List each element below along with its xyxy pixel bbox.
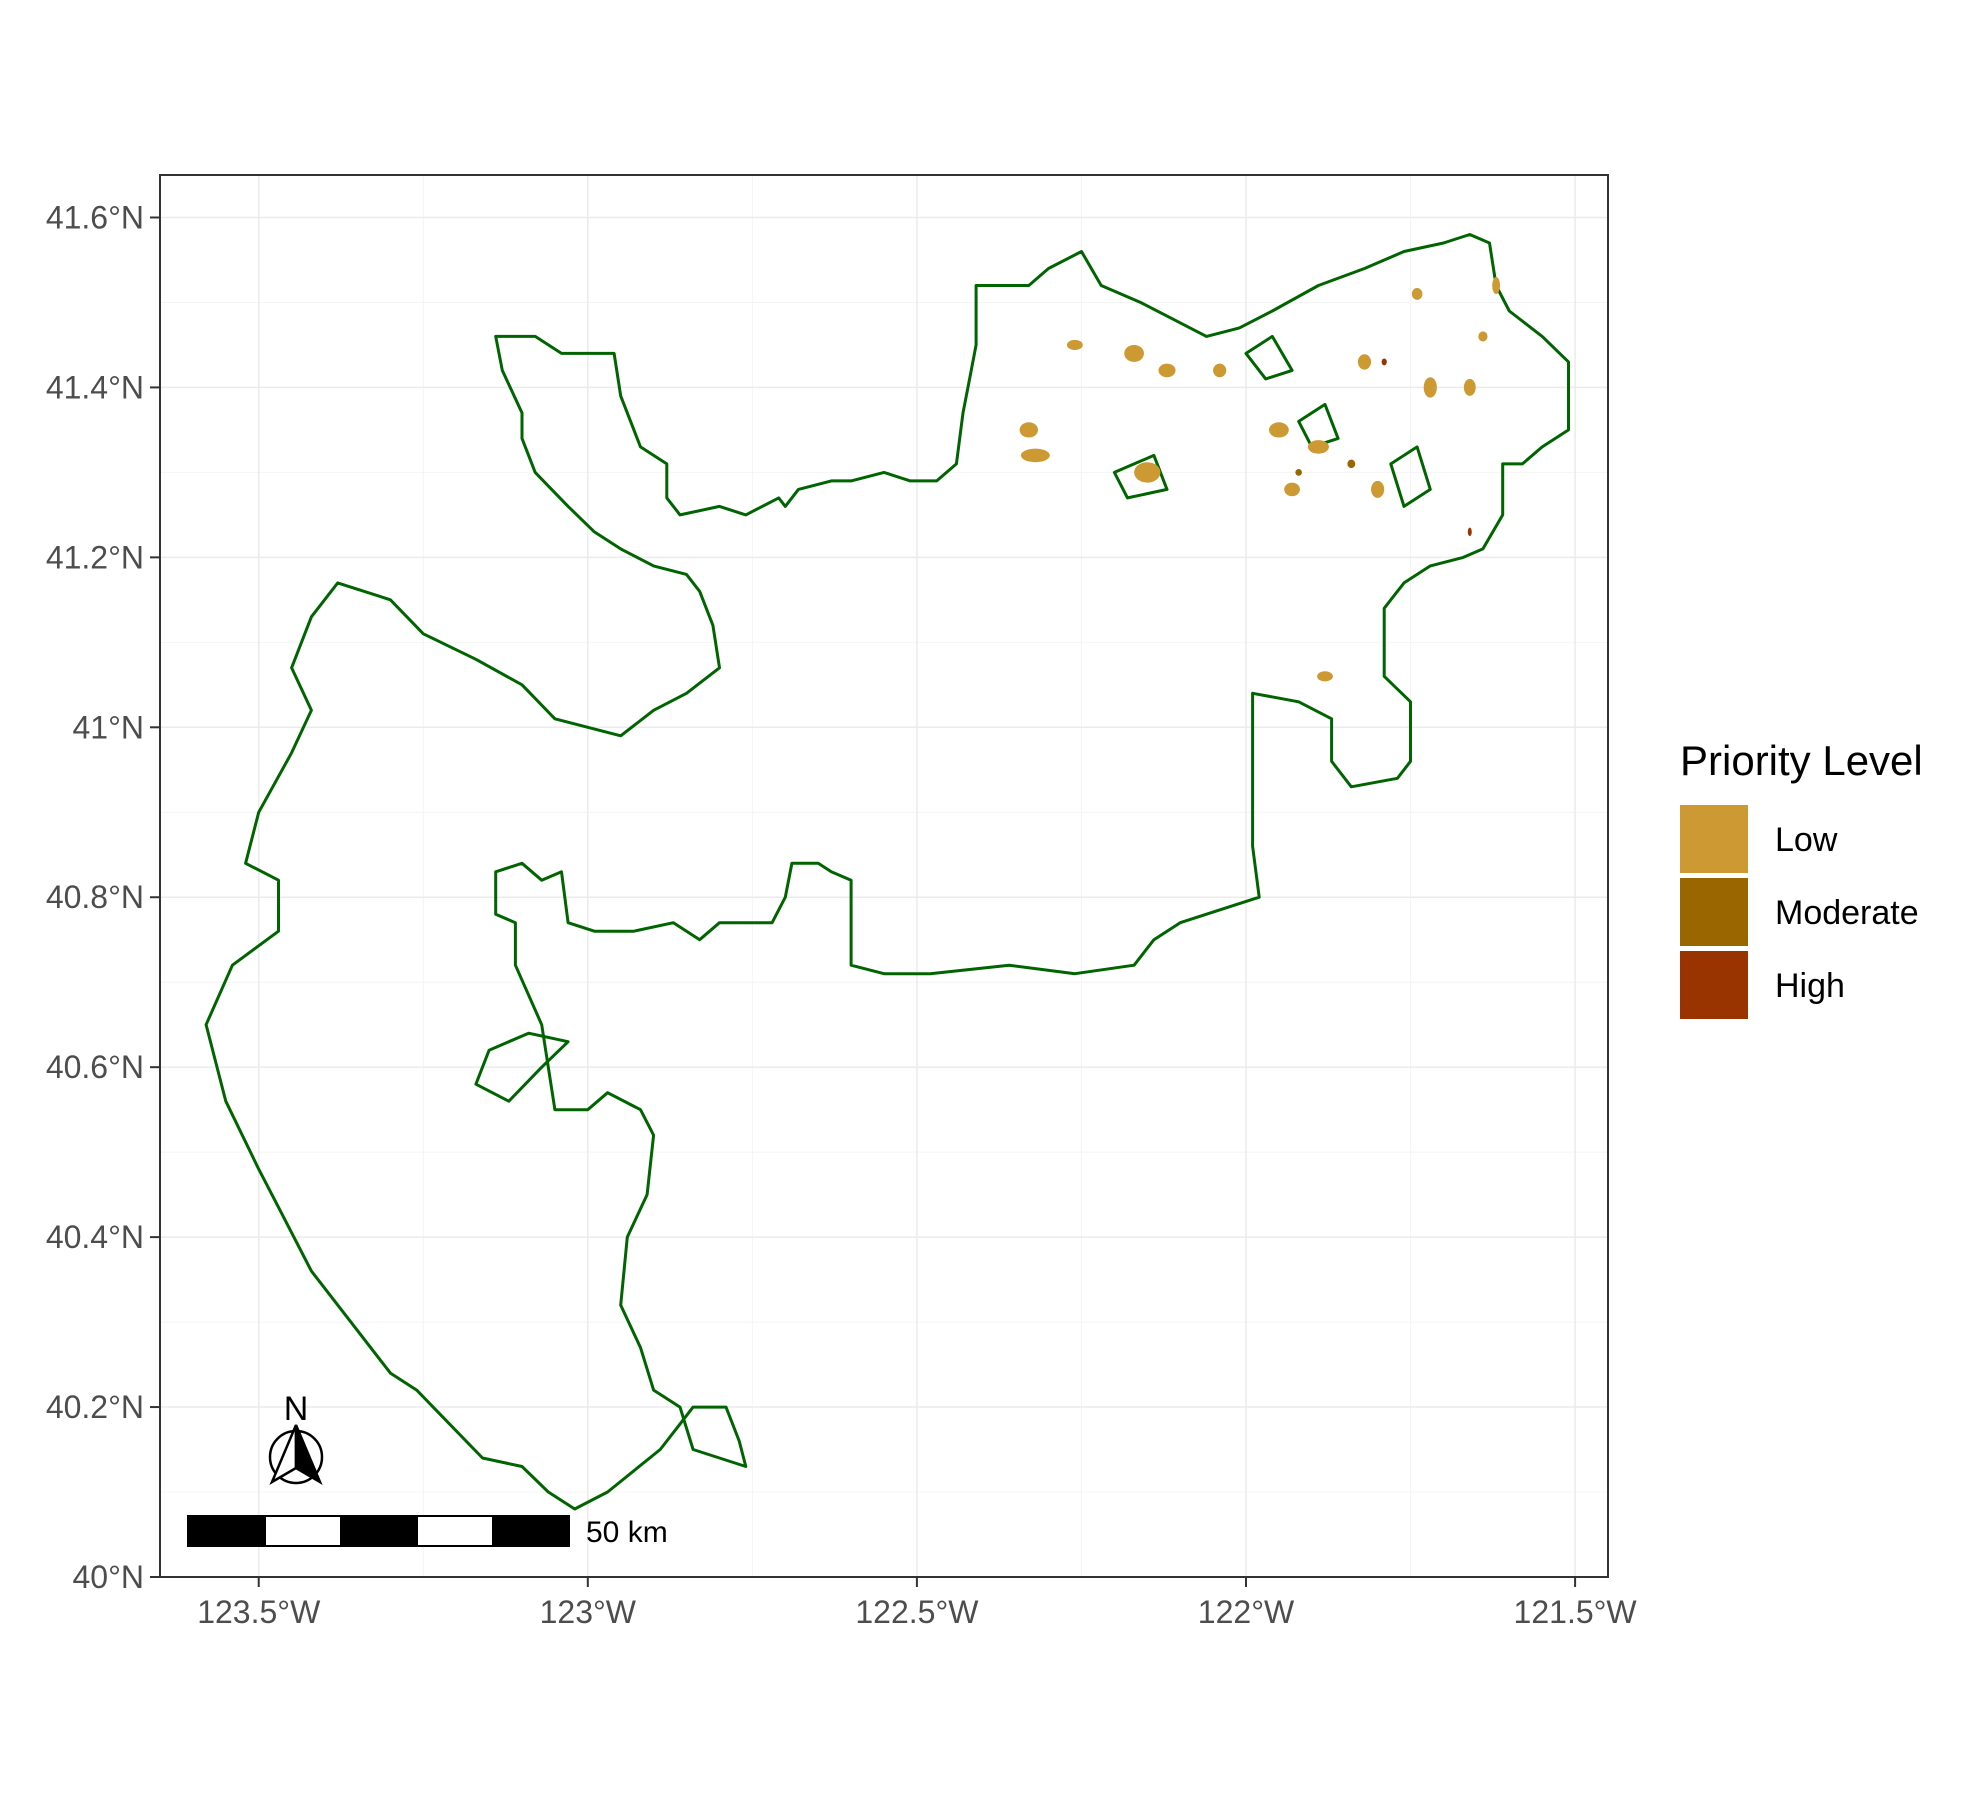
scale-bar-segment-1: [187, 1515, 266, 1547]
scale-bar: 50 km: [187, 1515, 668, 1549]
legend-key-low: [1680, 805, 1748, 873]
scale-bar-segment-3: [340, 1515, 418, 1547]
patch-low-10: [1423, 377, 1437, 398]
legend-label-moderate: Moderate: [1775, 894, 1919, 932]
axes: 123.5°W 123°W 122.5°W 122°W 121.5°W 40°N 40.2°…: [46, 199, 1638, 1630]
patch-low-5: [1134, 462, 1161, 483]
boundary-inner-ring-1: [1297, 402, 1340, 449]
x-tick-label-3: 122°W: [1198, 1594, 1295, 1630]
patch-low-12: [1478, 331, 1488, 342]
north-arrow-label: N: [284, 1390, 309, 1428]
boundary-inner-ring-3: [1389, 445, 1432, 508]
y-tick-label-4: 40.8°N: [46, 879, 144, 915]
y-tick-label-3: 40.6°N: [46, 1049, 144, 1085]
patch-low-0: [1066, 339, 1083, 351]
y-tick-label-1: 40.2°N: [46, 1389, 144, 1425]
boundary-inner-ring-4: [1112, 453, 1169, 500]
legend-key-high: [1680, 951, 1748, 1019]
north-arrow-right-half: [294, 1424, 323, 1485]
x-tick-label-4: 121.5°W: [1514, 1594, 1638, 1630]
x-tick-label-1: 123°W: [540, 1594, 637, 1630]
patch-low-4: [1020, 448, 1050, 463]
patch-high-20: [1381, 358, 1387, 366]
plot-panel-border: [159, 174, 1609, 1578]
patch-low-1: [1124, 344, 1144, 362]
patch-high-21: [1467, 527, 1472, 537]
patch-low-15: [1284, 482, 1300, 497]
priority-patches: [1019, 276, 1501, 682]
y-tick-label-7: 41.4°N: [46, 369, 144, 405]
boundary-inner-ring-2: [1244, 334, 1294, 381]
patch-low-2: [1158, 363, 1176, 378]
study-area-boundary: [204, 233, 1570, 1511]
scale-bar-segment-5: [492, 1515, 570, 1547]
patch-low-7: [1269, 422, 1289, 438]
boundary-outer-ring: [204, 233, 1570, 1511]
y-tick-label-6: 41.2°N: [46, 539, 144, 575]
legend-label-low: Low: [1775, 821, 1838, 859]
scale-bar-label: 50 km: [586, 1516, 668, 1549]
patch-low-9: [1357, 354, 1372, 370]
scale-bar-segment-4: [416, 1515, 494, 1547]
scale-bar-segment-2: [264, 1515, 342, 1547]
patch-moderate-18: [1347, 459, 1356, 469]
y-tick-label-0: 40°N: [73, 1559, 145, 1595]
patch-low-11: [1463, 378, 1476, 396]
legend: Priority Level Low Moderate High: [1680, 737, 1923, 1019]
boundary-inner-ring-0: [474, 1031, 570, 1103]
patch-low-13: [1411, 288, 1423, 300]
patch-low-14: [1492, 276, 1501, 294]
legend-title: Priority Level: [1680, 737, 1923, 784]
y-tick-label-8: 41.6°N: [46, 199, 144, 235]
patch-moderate-19: [1295, 468, 1302, 476]
x-tick-label-0: 123.5°W: [197, 1594, 321, 1630]
patch-low-3: [1019, 422, 1039, 438]
north-arrow: N: [268, 1390, 324, 1485]
patch-low-16: [1317, 671, 1333, 682]
legend-key-moderate: [1680, 878, 1748, 946]
patch-low-17: [1371, 480, 1385, 498]
legend-label-high: High: [1775, 967, 1845, 1005]
patch-low-6: [1213, 363, 1227, 378]
patch-low-8: [1307, 440, 1329, 454]
y-tick-label-2: 40.4°N: [46, 1219, 144, 1255]
x-tick-label-2: 122.5°W: [855, 1594, 979, 1630]
y-tick-label-5: 41°N: [73, 709, 145, 745]
